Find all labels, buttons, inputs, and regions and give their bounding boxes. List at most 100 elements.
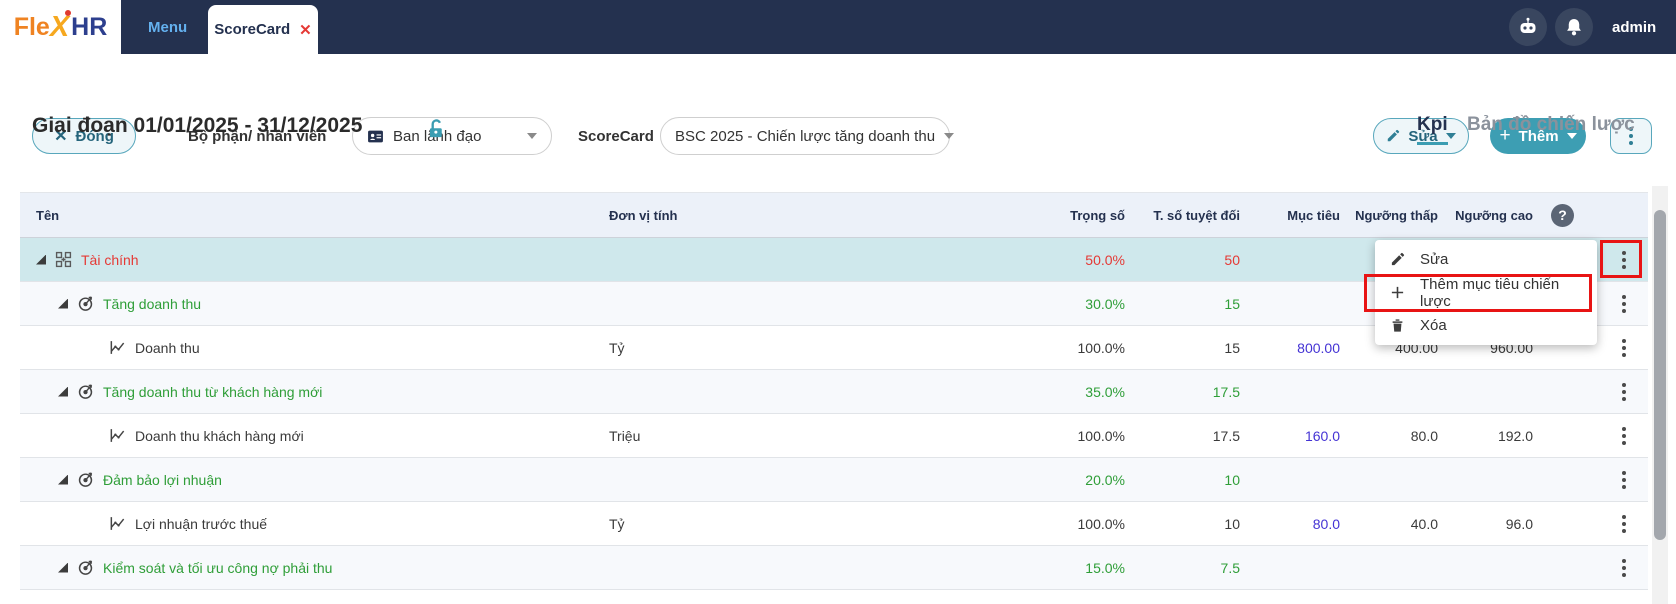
notifications-button[interactable] xyxy=(1555,8,1593,46)
weight-cell: 50.0% xyxy=(1085,251,1125,268)
high-threshold-cell: 96.0 xyxy=(1505,515,1533,532)
close-tab-icon[interactable]: ✕ xyxy=(299,21,312,39)
row-menu-kebab-icon[interactable] xyxy=(1609,421,1639,451)
absolute-score-cell: 10 xyxy=(1224,471,1240,488)
row-name-label[interactable]: Tài chính xyxy=(81,251,139,268)
col-header-high[interactable]: Ngưỡng cao xyxy=(1455,207,1533,223)
row-menu-kebab-icon[interactable] xyxy=(1609,333,1639,363)
collapse-triangle-icon[interactable] xyxy=(58,474,68,485)
department-label: Bộ phận/ nhân viên xyxy=(188,127,327,145)
row-menu-kebab-icon[interactable] xyxy=(1609,509,1639,539)
weight-cell: 15.0% xyxy=(1085,559,1125,576)
row-name-label[interactable]: Doanh thu khách hàng mới xyxy=(135,427,304,444)
table-row[interactable]: Doanh thu khách hàng mới Triệu 100.0% 17.5 1… xyxy=(20,414,1648,458)
objective-icon xyxy=(77,295,94,312)
scorecard-label: ScoreCard xyxy=(578,127,654,145)
absolute-score-cell: 7.5 xyxy=(1220,559,1240,576)
row-menu-kebab-icon[interactable] xyxy=(1609,377,1639,407)
row-name-label[interactable]: Tăng doanh thu từ khách hàng mới xyxy=(103,383,323,400)
kebab-icon xyxy=(1616,121,1646,151)
unlock-icon[interactable] xyxy=(425,117,447,139)
row-name-label[interactable]: Tăng doanh thu xyxy=(103,295,202,312)
department-select[interactable]: Ban lãnh đạo xyxy=(352,117,552,155)
row-name-cell: Kiểm soát và tối ưu công nợ phải thu xyxy=(20,559,585,576)
scorecard-select[interactable]: BSC 2025 - Chiến lược tăng doanh thu xyxy=(660,117,955,155)
bell-icon xyxy=(1564,17,1584,37)
table-row[interactable]: Đảm bảo lợi nhuận 20.0% 10 xyxy=(20,458,1648,502)
context-menu-item[interactable]: Sửa xyxy=(1375,243,1597,276)
vertical-scrollbar[interactable] xyxy=(1652,186,1668,604)
col-header-weight[interactable]: Trọng số xyxy=(1070,207,1125,223)
row-name-cell: Tài chính xyxy=(20,251,585,268)
objective-icon xyxy=(77,559,94,576)
row-menu-kebab-icon[interactable] xyxy=(1609,553,1639,583)
unit-cell: Tỷ xyxy=(609,515,625,532)
row-name-label[interactable]: Kiểm soát và tối ưu công nợ phải thu xyxy=(103,559,333,576)
context-menu-item-label: Xóa xyxy=(1420,317,1447,334)
pencil-icon xyxy=(1386,129,1400,143)
collapse-triangle-icon[interactable] xyxy=(58,562,68,573)
table-row[interactable]: Tăng doanh thu từ khách hàng mới 35.0% 17.… xyxy=(20,370,1648,414)
top-navbar: Fle X HR Menu ScoreCard ✕ admin xyxy=(0,0,1676,54)
department-value: Ban lãnh đạo xyxy=(393,127,482,145)
weight-cell: 30.0% xyxy=(1085,295,1125,312)
edit-button[interactable]: Sửa xyxy=(1373,118,1469,154)
collapse-triangle-icon[interactable] xyxy=(36,254,46,265)
robot-icon xyxy=(1517,16,1539,38)
user-name[interactable]: admin xyxy=(1612,18,1657,36)
col-header-unit[interactable]: Đơn vị tính xyxy=(609,207,678,223)
tab-kpi[interactable]: Kpi xyxy=(1417,114,1448,145)
context-menu-item[interactable]: Thêm mục tiêu chiến lược xyxy=(1375,276,1597,310)
absolute-score-cell: 15 xyxy=(1224,339,1240,356)
trash-icon xyxy=(1390,318,1405,333)
kpi-icon xyxy=(109,427,126,444)
period-title: Giai đoạn 01/01/2025 - 31/12/2025 xyxy=(32,114,363,137)
col-header-target[interactable]: Mục tiêu xyxy=(1287,207,1340,223)
row-name-cell: Doanh thu xyxy=(20,339,585,356)
row-name-cell: Đảm bảo lợi nhuận xyxy=(20,471,585,488)
tab-scorecard[interactable]: ScoreCard ✕ xyxy=(208,5,318,54)
app-logo: Fle X HR xyxy=(0,0,121,54)
row-name-label[interactable]: Doanh thu xyxy=(135,339,200,356)
row-name-cell: Doanh thu khách hàng mới xyxy=(20,427,585,444)
low-threshold-cell: 80.0 xyxy=(1410,427,1438,444)
low-threshold-cell: 40.0 xyxy=(1410,515,1438,532)
weight-cell: 100.0% xyxy=(1077,427,1125,444)
scrollbar-thumb[interactable] xyxy=(1654,210,1666,540)
row-menu-kebab-icon[interactable] xyxy=(1609,465,1639,495)
help-icon[interactable]: ? xyxy=(1551,203,1574,227)
table-row[interactable]: Kiểm soát và tối ưu công nợ phải thu 15.0… xyxy=(20,546,1648,590)
tab-strategy-map[interactable]: Bản đồ chiến lược xyxy=(1467,114,1635,135)
tab-menu[interactable]: Menu xyxy=(148,18,188,36)
badge-icon xyxy=(367,128,384,145)
absolute-score-cell: 10 xyxy=(1224,515,1240,532)
col-header-low[interactable]: Ngưỡng thấp xyxy=(1355,207,1438,223)
perspective-icon xyxy=(55,251,72,268)
collapse-triangle-icon[interactable] xyxy=(58,298,68,309)
row-name-label[interactable]: Đảm bảo lợi nhuận xyxy=(103,471,222,488)
logo-text: Fle xyxy=(13,12,50,41)
col-header-absolute[interactable]: T. số tuyệt đối xyxy=(1153,207,1240,223)
plus-icon: + xyxy=(1499,125,1511,146)
context-menu-item-label: Sửa xyxy=(1420,251,1449,268)
chatbot-button[interactable] xyxy=(1509,8,1547,46)
tab-scorecard-label: ScoreCard xyxy=(214,21,291,38)
row-menu-kebab-icon[interactable] xyxy=(1609,289,1639,319)
row-name-cell: Lợi nhuận trước thuế xyxy=(20,515,585,532)
row-name-label[interactable]: Lợi nhuận trước thuế xyxy=(135,515,268,532)
absolute-score-cell: 50 xyxy=(1224,251,1240,268)
toolbar: ✕ Đóng Bộ phận/ nhân viên Ban lãnh đạo S… xyxy=(0,54,1676,155)
row-name-cell: Tăng doanh thu từ khách hàng mới xyxy=(20,383,585,400)
context-menu-item[interactable]: Xóa xyxy=(1375,309,1597,342)
kpi-icon xyxy=(109,339,126,356)
collapse-triangle-icon[interactable] xyxy=(58,386,68,397)
weight-cell: 35.0% xyxy=(1085,383,1125,400)
close-button[interactable]: ✕ Đóng xyxy=(32,118,136,154)
weight-cell: 100.0% xyxy=(1077,515,1125,532)
col-header-name[interactable]: Tên xyxy=(36,207,60,223)
row-menu-kebab-icon[interactable] xyxy=(1609,245,1639,275)
weight-cell: 20.0% xyxy=(1085,471,1125,488)
add-button[interactable]: + Thêm xyxy=(1490,118,1586,154)
table-row[interactable]: Lợi nhuận trước thuế Tỷ 100.0% 10 80.0 40.0 96… xyxy=(20,502,1648,546)
toolbar-more-button[interactable] xyxy=(1610,118,1652,154)
